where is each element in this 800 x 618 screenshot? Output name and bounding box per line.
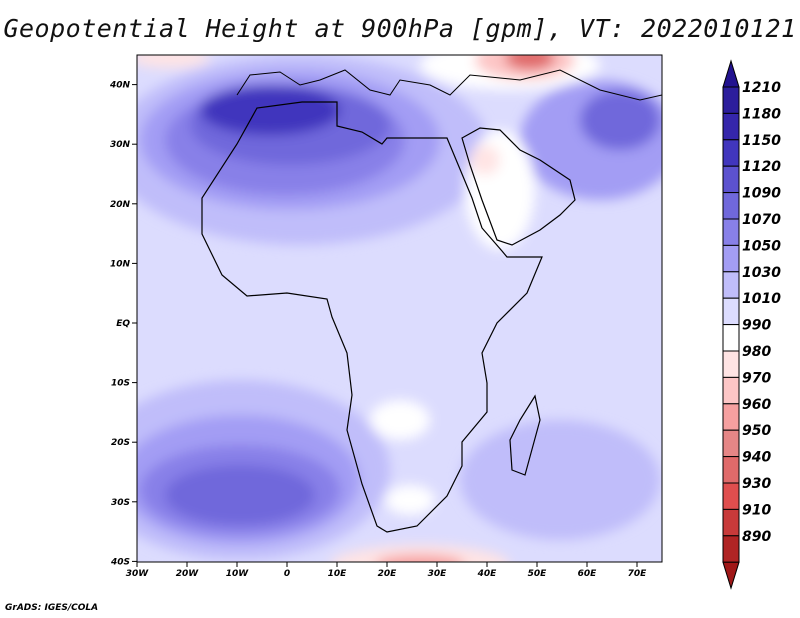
madagascar-coastline <box>509 394 541 476</box>
height-field <box>137 55 662 562</box>
colorbar-label: 950 <box>742 423 771 439</box>
y-tick-label: 30S <box>111 498 130 508</box>
chart-title: Geopotential Height at 900hPa [gpm], VT:… <box>3 14 797 43</box>
y-tick-label: 30N <box>110 140 131 150</box>
y-tick-label: 10S <box>111 379 130 389</box>
y-tick-label: 20N <box>110 200 131 210</box>
y-tick-label: 40N <box>109 81 131 91</box>
colorbar-swatch <box>722 350 740 378</box>
credit-label: GrADS: IGES/COLA <box>5 603 99 613</box>
x-tick-label: 40E <box>477 569 498 579</box>
colorbar-swatch <box>722 297 740 326</box>
x-tick-label: 10W <box>226 569 250 579</box>
colorbar-swatch <box>722 139 740 167</box>
colorbar-swatch <box>722 403 740 431</box>
colorbar-label: 980 <box>742 344 771 360</box>
colorbar-swatch <box>722 456 740 484</box>
colorbar-label: 910 <box>742 502 771 518</box>
colorbar-arrow-top <box>722 59 740 88</box>
y-tick-label: 10N <box>110 259 131 269</box>
colorbar-label: 930 <box>742 476 771 492</box>
y-tick-label: 20S <box>111 438 130 448</box>
y-tick-label: 40S <box>110 557 130 567</box>
colorbar-swatch <box>722 244 740 273</box>
colorbar-swatch <box>722 86 740 114</box>
colorbar-swatch <box>722 508 740 537</box>
africa-coastline <box>201 101 543 533</box>
colorbar-swatch <box>722 429 740 458</box>
x-tick-label: 20E <box>378 569 398 579</box>
x-tick-label: 30E <box>428 569 448 579</box>
colorbar-swatch <box>722 376 740 405</box>
x-tick-label: 60E <box>578 569 598 579</box>
colorbar-swatch <box>722 218 740 246</box>
europe-coastline <box>236 69 662 101</box>
colorbar: 1210 1180 1150 1120 1090 1070 1050 1030 1010 990 9… <box>722 59 781 590</box>
colorbar-label: 990 <box>742 318 771 334</box>
colorbar-swatch <box>722 535 740 563</box>
colorbar-label: 1070 <box>742 212 781 228</box>
colorbar-swatch <box>722 112 740 141</box>
colorbar-label: 1090 <box>742 186 781 202</box>
colorbar-swatch <box>722 192 740 220</box>
colorbar-swatch <box>722 271 740 299</box>
arabia-coastline <box>461 127 576 246</box>
x-tick-label: 70E <box>628 569 648 579</box>
colorbar-label: 970 <box>742 370 771 386</box>
colorbar-label: 1050 <box>742 238 781 254</box>
colorbar-swatch <box>722 165 740 194</box>
y-tick-label: EQ <box>116 319 130 329</box>
colorbar-label: 1120 <box>742 159 781 175</box>
colorbar-label: 1030 <box>742 265 781 281</box>
colorbar-label: 940 <box>742 450 771 466</box>
y-axis: 40N 30N 20N 10N EQ 10S 20S 30S 40S <box>109 81 137 567</box>
colorbar-label: 890 <box>742 529 771 545</box>
colorbar-swatch <box>722 324 740 352</box>
colorbar-label: 960 <box>742 397 771 413</box>
colorbar-label: 1010 <box>742 291 781 307</box>
x-tick-label: 0 <box>284 569 290 579</box>
x-tick-label: 30W <box>126 569 150 579</box>
colorbar-label: 1180 <box>742 106 781 122</box>
x-tick-label: 10E <box>328 569 348 579</box>
x-axis: 30W 20W 10W 0 10E 20E 30E 40E 50E 60E 70E <box>126 562 647 579</box>
plot-frame <box>136 54 663 563</box>
x-tick-label: 50E <box>528 569 548 579</box>
x-tick-label: 20W <box>176 569 200 579</box>
colorbar-arrow-bottom <box>722 561 740 590</box>
colorbar-label: 1210 <box>742 80 781 96</box>
colorbar-swatch <box>722 482 740 510</box>
colorbar-label: 1150 <box>742 133 781 149</box>
